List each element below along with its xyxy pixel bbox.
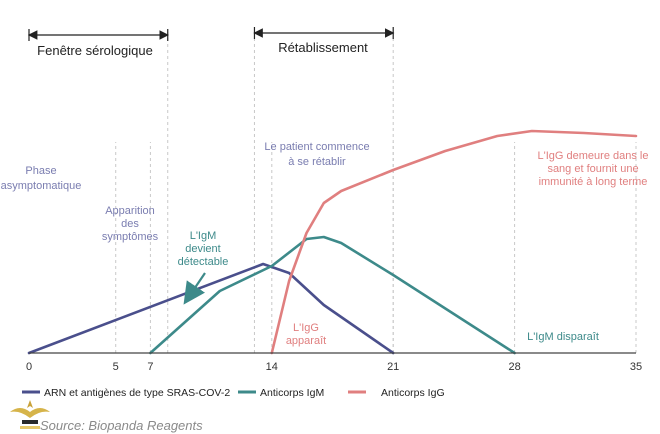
- bio-logo-icon: [10, 400, 50, 429]
- igg-demeure-label: L'IgG demeure dans le: [538, 150, 649, 162]
- igm-pointer-arrow: [183, 272, 206, 305]
- x-tick-label: 5: [113, 361, 119, 373]
- x-ticks: 0 5 7 14 21 28 35: [26, 361, 642, 373]
- patient-label: à se rétablir: [288, 156, 346, 168]
- legend-label: Anticorps IgM: [260, 387, 324, 399]
- arn-series-line: [27, 262, 395, 355]
- period-arrows: [27, 27, 395, 41]
- annotations: Fenêtre sérologique Rétablissement Phase as…: [1, 40, 649, 347]
- guide-lines: [115, 32, 637, 353]
- x-tick-label: 0: [26, 361, 32, 373]
- apparition-label: Apparition: [105, 205, 155, 217]
- igm-series-line: [149, 235, 516, 355]
- igm-detect-label: L'IgM: [190, 230, 217, 242]
- x-tick-label: 35: [630, 361, 642, 373]
- igg-demeure-label: sang et fournit une: [547, 163, 638, 175]
- phase-label: asymptomatique: [1, 180, 82, 192]
- legend: ARN et antigènes de type SRAS-COV-2 Antic…: [22, 387, 445, 399]
- legend-label: ARN et antigènes de type SRAS-COV-2: [44, 387, 230, 399]
- x-tick-label: 7: [147, 361, 153, 373]
- igm-disparait-label: L'IgM disparaît: [527, 331, 599, 343]
- igg-series-line: [270, 129, 638, 355]
- apparition-label: des: [121, 218, 139, 230]
- igg-apparait-label: apparaît: [286, 335, 326, 347]
- x-tick-label: 21: [387, 361, 399, 373]
- retablissement-label: Rétablissement: [278, 40, 368, 55]
- apparition-label: symptômes: [102, 231, 159, 243]
- source-credit: Source: Biopanda Reagents: [40, 418, 203, 433]
- igm-detect-label: devient: [185, 243, 220, 255]
- igm-detect-label: détectable: [178, 256, 229, 268]
- x-tick-label: 28: [508, 361, 520, 373]
- igg-demeure-label: immunité à long terme: [539, 176, 648, 188]
- patient-label: Le patient commence: [264, 141, 369, 153]
- fenetre-label: Fenêtre sérologique: [37, 43, 153, 58]
- x-tick-label: 14: [266, 361, 278, 373]
- igg-apparait-label: L'IgG: [293, 322, 319, 334]
- phase-label: Phase: [25, 165, 56, 177]
- legend-label: Anticorps IgG: [381, 387, 445, 399]
